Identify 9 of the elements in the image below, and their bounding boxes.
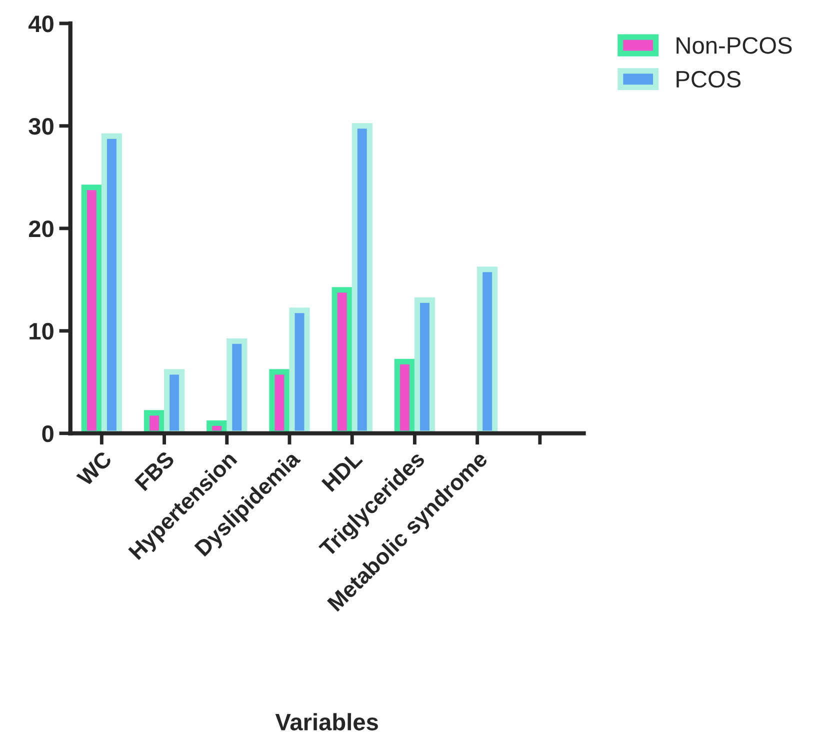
legend-label: Non-PCOS xyxy=(676,37,792,54)
y-tick-label: 10 xyxy=(30,322,54,340)
y-tick-label: 40 xyxy=(28,15,54,32)
y-tick-label: 0 xyxy=(42,425,54,442)
y-tick-label: 20 xyxy=(28,220,54,238)
x-axis-title: Variables xyxy=(275,713,378,730)
legend-label: PCOS xyxy=(676,70,741,88)
y-tick-label: 30 xyxy=(28,118,54,135)
x-tick-label: WC xyxy=(76,450,113,488)
